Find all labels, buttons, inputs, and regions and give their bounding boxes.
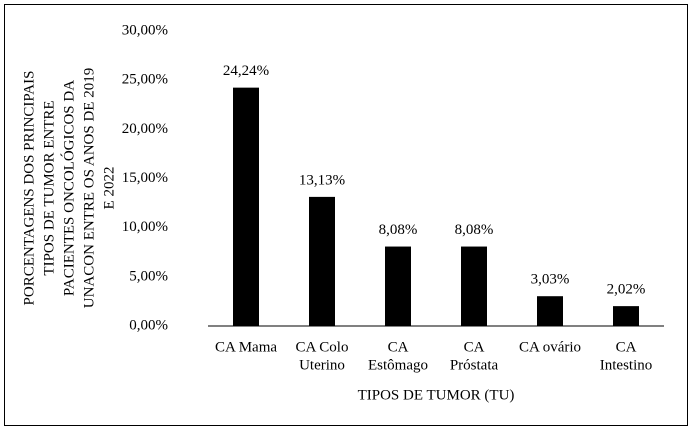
y-tick-label: 10,00% [122,219,168,235]
bar [461,246,487,326]
x-tick-label: CA Colo [296,339,349,355]
data-label: 3,03% [531,272,570,288]
bar [613,306,639,326]
y-axis-title: E 2022 [101,167,117,210]
x-tick-label: Estômago [368,357,428,373]
x-tick-label: Uterino [299,357,345,373]
data-label: 13,13% [299,172,345,188]
y-tick-label: 5,00% [129,268,168,284]
y-tick-label: 25,00% [122,72,168,88]
y-tick-label: 15,00% [122,170,168,186]
bar [233,87,259,326]
data-label: 8,08% [455,222,494,238]
x-tick-label: Intestino [600,357,653,373]
x-tick-label: CA [388,339,409,355]
bar [537,296,563,326]
x-tick-label: CA [616,339,637,355]
data-label: 2,02% [607,282,646,298]
bar [309,196,335,326]
bar [385,246,411,326]
x-tick-label: Próstata [450,357,499,373]
x-tick-label: CA ovário [519,339,581,355]
chart-border [4,4,688,426]
data-label: 24,24% [223,63,269,79]
y-axis-title: UNACON ENTRE OS ANOS DE 2019 [81,68,97,308]
y-axis-title: PACIENTES ONCOLÓGICOS DA [60,80,77,296]
x-tick-label: CA [464,339,485,355]
y-tick-label: 0,00% [129,317,168,333]
y-axis-title: PORCENTAGENS DOS PRINCIPAIS [21,71,37,306]
y-tick-label: 20,00% [122,121,168,137]
data-label: 8,08% [379,222,418,238]
y-tick-label: 30,00% [122,22,168,38]
x-axis-title: TIPOS DE TUMOR (TU) [358,387,515,403]
y-axis-title: TIPOS DE TUMOR ENTRE [41,100,57,275]
x-tick-label: CA Mama [215,339,277,355]
